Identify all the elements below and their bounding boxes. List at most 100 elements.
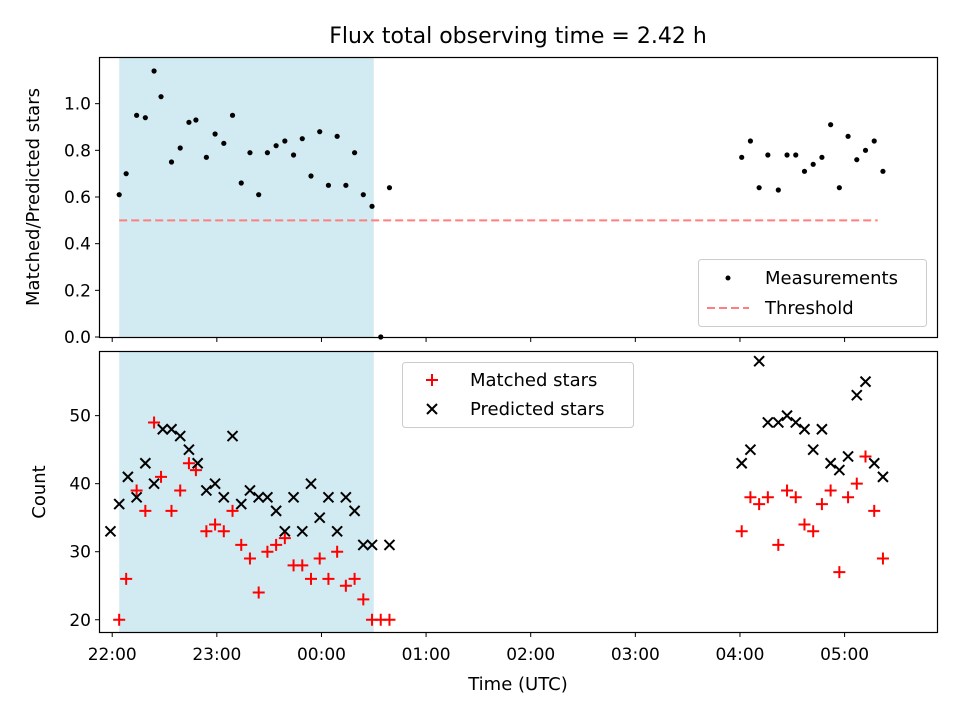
predicted-star-point: [218, 491, 230, 503]
top-x-axis: [111, 337, 846, 342]
top-y-axis: 0.0 0.2 0.4 0.6 0.8 1.0: [64, 95, 100, 348]
matched-star-point: [815, 498, 828, 511]
matched-star-point: [252, 586, 265, 599]
matched-star-point: [270, 538, 283, 551]
measurement-point: [343, 182, 349, 188]
matched-star-point: [113, 613, 126, 626]
predicted-star-point: [174, 430, 186, 442]
measurement-point: [871, 138, 877, 144]
matched-star-point: [209, 518, 222, 531]
matched-star-point: [313, 552, 326, 565]
predicted-star-point: [816, 423, 828, 435]
measurement-point: [177, 145, 183, 151]
y-tick-label: 20: [69, 611, 91, 631]
predicted-star-point: [790, 416, 802, 429]
measurement-point: [116, 192, 122, 198]
predicted-star-point: [322, 491, 335, 503]
matched-star-point: [753, 498, 766, 511]
matched-star-point: [182, 457, 195, 470]
predicted-star-point: [287, 491, 300, 503]
predicted-star-point: [744, 443, 757, 456]
x-tick-label: 02:00: [506, 645, 555, 665]
predicted-star-point: [305, 477, 317, 490]
predicted-star-point: [130, 491, 143, 503]
y-tick-label: 0.2: [64, 281, 91, 301]
y-tick-label: 0.8: [64, 141, 91, 161]
top-y-axis-label: Matched/Predicted stars: [23, 88, 44, 306]
matched-star-point: [357, 593, 370, 606]
measurements-series: [116, 68, 886, 340]
predicted-star-point: [244, 484, 256, 497]
measurement-point: [351, 150, 358, 156]
predicted-star-point: [235, 498, 247, 510]
matched-star-point: [139, 504, 152, 517]
legend-measurements-marker: [725, 275, 731, 281]
y-tick-label: 0.6: [64, 188, 91, 208]
bottom-axes-frame: [98, 350, 939, 634]
matched-star-point: [744, 491, 757, 504]
matched-star-point: [155, 470, 168, 483]
measurement-point: [880, 168, 886, 174]
bottom-legend-box: [402, 362, 634, 428]
x-tick-label: 01:00: [402, 645, 451, 665]
y-tick-label: 1.0: [64, 95, 91, 115]
y-tick-label: 0.0: [64, 328, 91, 348]
measurement-point: [308, 173, 314, 179]
predicted-star-point: [270, 505, 282, 517]
predicted-star-point: [348, 505, 361, 517]
matched-star-point: [833, 566, 846, 579]
measurement-point: [256, 192, 262, 198]
measurement-point: [784, 152, 790, 158]
measurement-point: [203, 154, 209, 160]
measurement-point: [151, 68, 157, 74]
measurement-point: [775, 187, 781, 193]
predicted-star-point: [139, 457, 152, 469]
top-legend: Measurements Threshold: [698, 259, 927, 327]
top-shaded-span: [119, 57, 374, 337]
chart-title: Flux total observing time = 2.42 h: [329, 24, 707, 49]
predicted-star-point: [340, 491, 352, 503]
predicted-star-point: [807, 443, 819, 456]
measurement-point: [793, 152, 799, 158]
measurement-point: [765, 152, 771, 158]
predicted-star-point: [148, 477, 160, 490]
matched-star-point: [165, 504, 178, 517]
measurement-point: [186, 119, 192, 125]
matched-star-point: [842, 491, 855, 504]
matched-star-point: [761, 491, 774, 504]
predicted-star-point: [357, 539, 370, 551]
shaded-span-rect: [119, 351, 374, 632]
matched-star-point: [261, 545, 274, 558]
matched-star-point: [304, 572, 317, 585]
measurement-point: [836, 185, 842, 191]
matched-star-point: [235, 538, 248, 551]
matched-star-point: [824, 484, 837, 497]
bottom-panel: 20 30 40 50 22:00 23:00 00:00 01:00 02:00 03:00 0…: [29, 350, 939, 695]
legend-predicted-marker: [426, 403, 438, 415]
matched-star-point: [148, 416, 161, 429]
measurement-point: [273, 143, 279, 149]
matched-star-point: [226, 504, 239, 517]
x-tick-label: 03:00: [611, 645, 660, 665]
predicted-star-point: [753, 355, 765, 367]
top-panel: 0.0 0.2 0.4 0.6 0.8 1.0 Matched/Predicted sta…: [23, 56, 939, 348]
shaded-span-rect: [119, 57, 374, 337]
predicted-star-point: [165, 423, 178, 435]
measurement-point: [845, 133, 851, 139]
matched-star-point: [243, 552, 256, 565]
predicted-star-point: [772, 416, 785, 429]
bottom-y-axis-label: Count: [29, 465, 50, 518]
matched-star-point: [130, 484, 143, 497]
predicted-star-point: [113, 498, 125, 510]
measurement-point: [801, 168, 808, 174]
measurement-point: [334, 133, 340, 139]
x-tick-label: 00:00: [297, 645, 346, 665]
measurement-point: [123, 171, 129, 177]
x-tick-label: 23:00: [192, 645, 241, 665]
measurement-point: [386, 185, 393, 191]
x-tick-label: 05:00: [820, 645, 869, 665]
measurement-point: [317, 129, 323, 135]
x-axis-label: Time (UTC): [467, 674, 568, 695]
predicted-star-point: [781, 409, 793, 422]
predicted-star-point: [868, 457, 880, 469]
